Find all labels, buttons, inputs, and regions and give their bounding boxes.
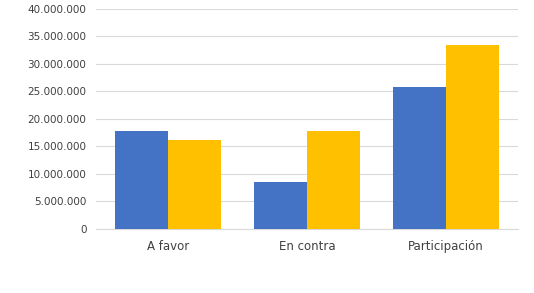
Bar bbox=[115, 131, 168, 229]
Bar bbox=[393, 87, 446, 229]
Bar bbox=[307, 131, 360, 229]
Bar bbox=[168, 139, 221, 229]
Bar bbox=[254, 182, 307, 229]
Bar bbox=[446, 45, 499, 229]
